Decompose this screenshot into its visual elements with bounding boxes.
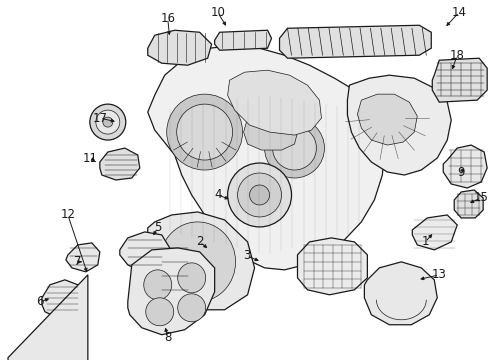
- Text: 8: 8: [163, 331, 171, 344]
- Ellipse shape: [237, 173, 281, 217]
- Polygon shape: [431, 58, 486, 102]
- Polygon shape: [120, 232, 169, 272]
- Polygon shape: [147, 212, 254, 310]
- Text: 12: 12: [60, 208, 75, 221]
- Ellipse shape: [102, 117, 113, 127]
- Polygon shape: [100, 148, 140, 180]
- Polygon shape: [279, 25, 430, 58]
- Ellipse shape: [90, 104, 125, 140]
- Text: 9: 9: [457, 166, 464, 179]
- Polygon shape: [8, 275, 88, 360]
- Ellipse shape: [160, 222, 235, 302]
- Text: 15: 15: [473, 192, 488, 204]
- Ellipse shape: [227, 163, 291, 227]
- Text: 3: 3: [243, 249, 250, 262]
- Text: 13: 13: [431, 268, 446, 281]
- Text: 14: 14: [451, 6, 466, 19]
- Polygon shape: [453, 190, 482, 218]
- Ellipse shape: [96, 110, 120, 134]
- Text: 4: 4: [213, 189, 221, 202]
- Ellipse shape: [177, 294, 205, 322]
- Text: 2: 2: [196, 235, 203, 248]
- Polygon shape: [227, 70, 321, 135]
- Polygon shape: [214, 30, 271, 50]
- Text: 16: 16: [160, 12, 175, 25]
- Polygon shape: [357, 94, 416, 145]
- Polygon shape: [297, 238, 366, 295]
- Ellipse shape: [143, 270, 171, 300]
- Polygon shape: [179, 105, 231, 158]
- Text: 5: 5: [154, 221, 161, 234]
- Text: 17: 17: [92, 112, 107, 125]
- Polygon shape: [42, 280, 81, 318]
- Polygon shape: [243, 112, 297, 150]
- Polygon shape: [346, 75, 450, 175]
- Ellipse shape: [177, 263, 205, 293]
- Ellipse shape: [166, 94, 242, 170]
- Polygon shape: [127, 248, 214, 335]
- Ellipse shape: [272, 126, 316, 170]
- Text: 18: 18: [449, 49, 464, 62]
- Ellipse shape: [264, 118, 324, 178]
- Ellipse shape: [176, 104, 232, 160]
- Polygon shape: [442, 145, 486, 188]
- Polygon shape: [411, 215, 456, 250]
- Ellipse shape: [249, 185, 269, 205]
- Text: 1: 1: [421, 235, 428, 248]
- Polygon shape: [147, 30, 211, 65]
- Ellipse shape: [145, 298, 173, 326]
- Polygon shape: [66, 243, 100, 272]
- Text: 10: 10: [210, 6, 224, 19]
- Text: 7: 7: [74, 255, 81, 268]
- Polygon shape: [364, 262, 436, 325]
- Text: 6: 6: [36, 295, 43, 308]
- Polygon shape: [147, 45, 384, 270]
- Text: 11: 11: [82, 152, 97, 165]
